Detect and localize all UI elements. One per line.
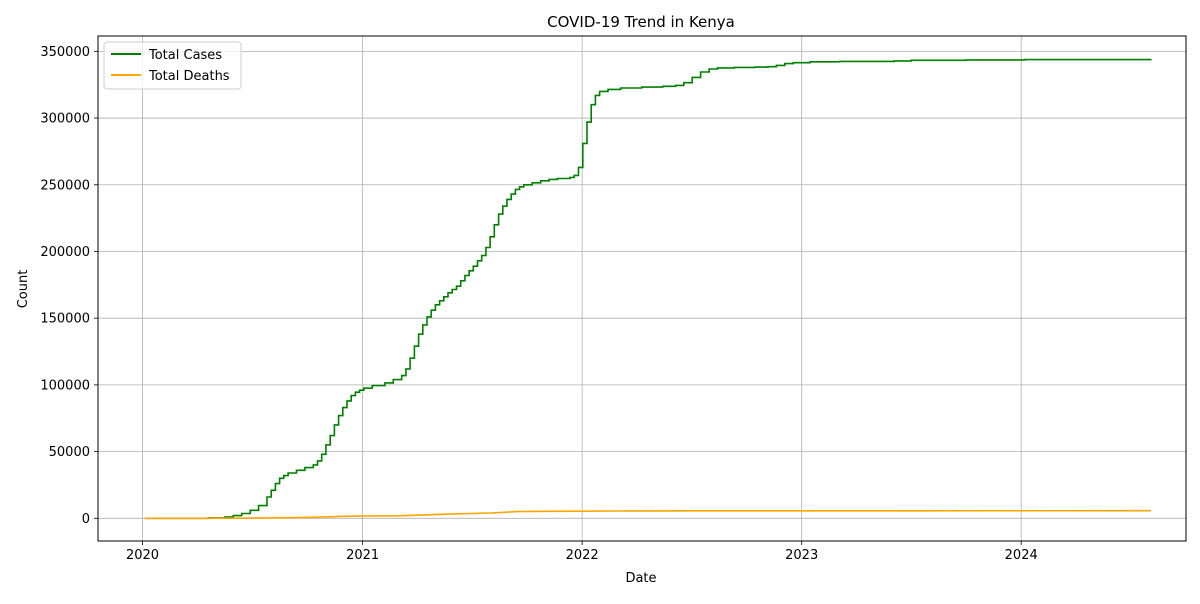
y-tick-label: 0: [82, 512, 90, 527]
y-tick-label: 150000: [40, 312, 90, 327]
chart-title: COVID-19 Trend in Kenya: [547, 13, 735, 31]
y-tick-label: 50000: [49, 445, 90, 460]
legend-label-total-deaths: Total Deaths: [148, 69, 230, 84]
series-layer: [144, 58, 1152, 520]
y-tick-label: 100000: [40, 378, 90, 393]
x-tick-label: 2021: [346, 548, 379, 563]
plot-frame: [97, 35, 1187, 542]
y-axis-ticks: 0 50000 100000 150000 200000 250000 300000 3500…: [40, 45, 98, 527]
x-tick-label: 2020: [126, 548, 159, 563]
y-tick-label: 250000: [40, 178, 90, 193]
x-axis-label: Date: [625, 571, 656, 586]
y-tick-label: 300000: [40, 112, 90, 127]
y-axis-label: Count: [16, 270, 31, 309]
x-tick-label: 2023: [785, 548, 818, 563]
x-tick-label: 2022: [566, 548, 599, 563]
series-line-total-deaths: [144, 509, 1152, 520]
legend: Total Cases Total Deaths: [103, 41, 242, 90]
legend-label-total-cases: Total Cases: [148, 48, 222, 63]
y-tick-label: 200000: [40, 245, 90, 260]
grid-layer: [98, 36, 1186, 541]
series-line-total-cases: [144, 58, 1152, 520]
x-axis-ticks: 2020 2021 2022 2023 2024: [126, 541, 1038, 563]
y-tick-label: 350000: [40, 45, 90, 60]
x-tick-label: 2024: [1005, 548, 1038, 563]
